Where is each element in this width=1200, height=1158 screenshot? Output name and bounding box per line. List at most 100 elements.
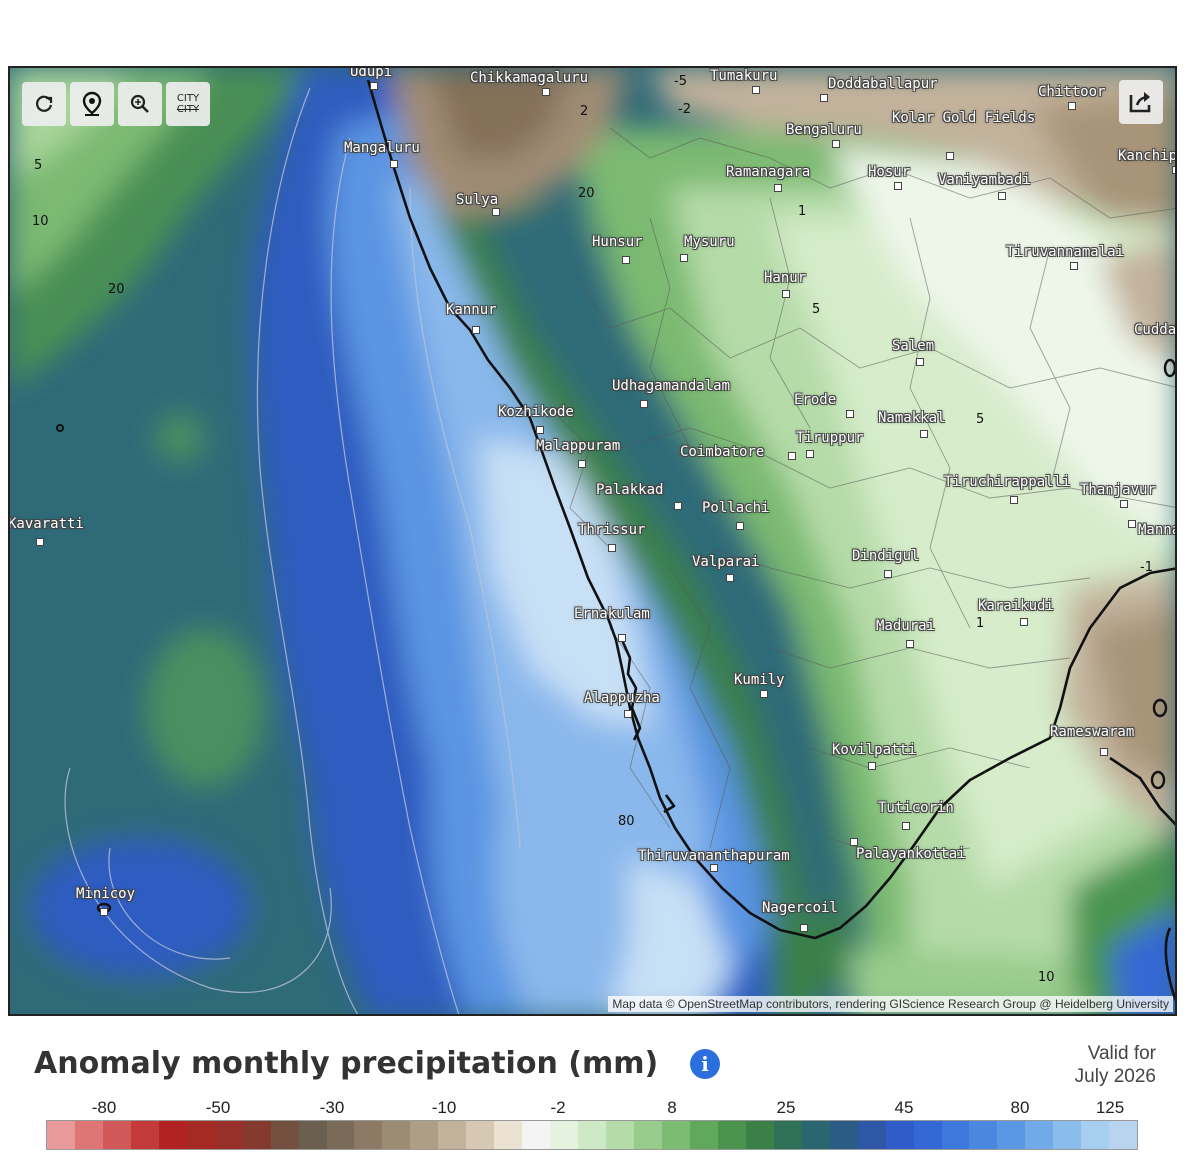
- city-label: Karaikudi: [978, 598, 1054, 614]
- city-label: Nagercoil: [762, 900, 838, 916]
- color-scale-swatch: [382, 1121, 411, 1149]
- legend-tick-label: -30: [319, 1098, 345, 1117]
- info-icon[interactable]: i: [690, 1049, 720, 1079]
- city-label: Kavaratti: [8, 516, 84, 532]
- color-scale-swatch: [522, 1121, 551, 1149]
- city-label: Hosur: [868, 164, 911, 180]
- zoom-icon: [130, 94, 149, 113]
- legend-tick-label: 45: [894, 1098, 914, 1117]
- color-scale-swatch: [298, 1121, 327, 1149]
- contour-label: 5: [812, 302, 821, 317]
- city-label: Pollachi: [702, 500, 770, 516]
- zoom-button[interactable]: [118, 82, 162, 126]
- precipitation-anomaly-layer: [10, 68, 1175, 1014]
- legend-tick-label: -10: [431, 1098, 457, 1117]
- city-label: Salem: [892, 338, 935, 354]
- color-scale-swatch: [969, 1121, 998, 1149]
- legend-tick-label: -2: [550, 1098, 566, 1117]
- city-toggle-label: CITY: [176, 93, 200, 104]
- locate-button[interactable]: [70, 82, 114, 126]
- map-viewport[interactable]: CITY CITY Udupi Chikkamagaluru Tumakuru Dod…: [8, 66, 1177, 1016]
- color-scale-swatch: [1025, 1121, 1054, 1149]
- city-label: Kovilpatti: [832, 742, 917, 758]
- city-label: Tiruvannamalai: [1006, 244, 1125, 260]
- city-label: Kanchip: [1118, 148, 1177, 164]
- contour-label: -1: [1140, 560, 1153, 575]
- city-label: Chikkamagaluru: [470, 70, 589, 86]
- contour-label: 2: [580, 104, 589, 119]
- city-label: Manna: [1138, 522, 1177, 538]
- color-scale-swatch: [158, 1121, 187, 1149]
- city-label: Thiruvananthapuram: [638, 848, 790, 864]
- color-scale-swatch: [410, 1121, 439, 1149]
- city-label: Alappuzha: [584, 690, 660, 706]
- city-label: Udhagamandalam: [612, 378, 731, 394]
- color-scale-swatch: [186, 1121, 215, 1149]
- city-label: Palakkad: [596, 482, 664, 498]
- color-scale-swatch: [74, 1121, 103, 1149]
- city-label: Mysuru: [684, 234, 735, 250]
- contour-label: 5: [976, 412, 985, 427]
- contour-label: 80: [618, 814, 635, 829]
- city-label: Tuticorin: [878, 800, 954, 816]
- color-scale-swatch: [1053, 1121, 1082, 1149]
- city-label: Mangaluru: [344, 140, 420, 156]
- share-icon: [1129, 92, 1151, 113]
- color-scale-swatch: [326, 1121, 355, 1149]
- color-scale-swatch: [717, 1121, 746, 1149]
- contour-label: 20: [578, 186, 595, 201]
- legend-tick-label: 25: [776, 1098, 796, 1117]
- color-scale-swatch: [578, 1121, 607, 1149]
- city-label: Valparai: [692, 554, 760, 570]
- city-label: Namakkal: [878, 410, 946, 426]
- city-label: Tiruchirappalli: [944, 474, 1071, 490]
- color-scale-swatch: [438, 1121, 467, 1149]
- city-label: Kannur: [446, 302, 497, 318]
- city-label: Chittoor: [1038, 84, 1106, 100]
- city-label: Bengaluru: [786, 122, 862, 138]
- city-label: Ernakulam: [574, 606, 650, 622]
- city-labels-toggle[interactable]: CITY CITY: [166, 82, 210, 126]
- location-pin-icon: [82, 91, 102, 116]
- valid-date: July 2026: [1074, 1066, 1156, 1087]
- color-scale-swatch: [606, 1121, 635, 1149]
- city-label: Vaniyambadi: [938, 172, 1031, 188]
- contour-label: 10: [1038, 970, 1055, 985]
- legend-tick-label: -80: [91, 1098, 117, 1117]
- map-toolbar: CITY CITY: [22, 82, 210, 126]
- color-scale-swatch: [941, 1121, 970, 1149]
- contour-label: 1: [798, 204, 807, 219]
- refresh-button[interactable]: [22, 82, 66, 126]
- legend-ticks: -80 -50 -30 -10 -2 8 25 45 80 125: [46, 1098, 1138, 1118]
- color-scale-swatch: [130, 1121, 159, 1149]
- color-scale-swatch: [270, 1121, 299, 1149]
- share-button[interactable]: [1119, 80, 1163, 124]
- color-scale-swatch: [801, 1121, 830, 1149]
- color-scale-swatch: [102, 1121, 131, 1149]
- city-label: Doddaballapur: [828, 76, 938, 92]
- contour-label: 1: [976, 616, 985, 631]
- color-scale-swatch: [745, 1121, 774, 1149]
- color-scale-swatch: [829, 1121, 858, 1149]
- city-label: Dindigul: [852, 548, 920, 564]
- refresh-icon: [36, 95, 53, 112]
- city-label: Thrissur: [578, 522, 646, 538]
- city-label: Udupi: [350, 66, 393, 80]
- color-scale-swatch: [913, 1121, 942, 1149]
- city-label: Kumily: [734, 672, 785, 688]
- contour-label: 5: [34, 158, 43, 173]
- color-scale-swatch: [689, 1121, 718, 1149]
- city-label: Kolar Gold Fields: [892, 110, 1036, 126]
- color-scale-swatch: [773, 1121, 802, 1149]
- city-label: Coimbatore: [680, 444, 765, 460]
- city-label: Palayankottai: [856, 846, 966, 862]
- contour-label: 10: [32, 214, 49, 229]
- color-scale-swatch: [214, 1121, 243, 1149]
- city-label: Erode: [794, 392, 837, 408]
- map-attribution[interactable]: Map data © OpenStreetMap contributors, r…: [608, 996, 1173, 1012]
- city-label: Ramanagara: [726, 164, 811, 180]
- legend-title: Anomaly monthly precipitation (mm): [34, 1046, 659, 1081]
- city-label: Tumakuru: [710, 68, 778, 84]
- legend-tick-label: 8: [667, 1098, 677, 1117]
- contour-label: -5: [674, 74, 687, 89]
